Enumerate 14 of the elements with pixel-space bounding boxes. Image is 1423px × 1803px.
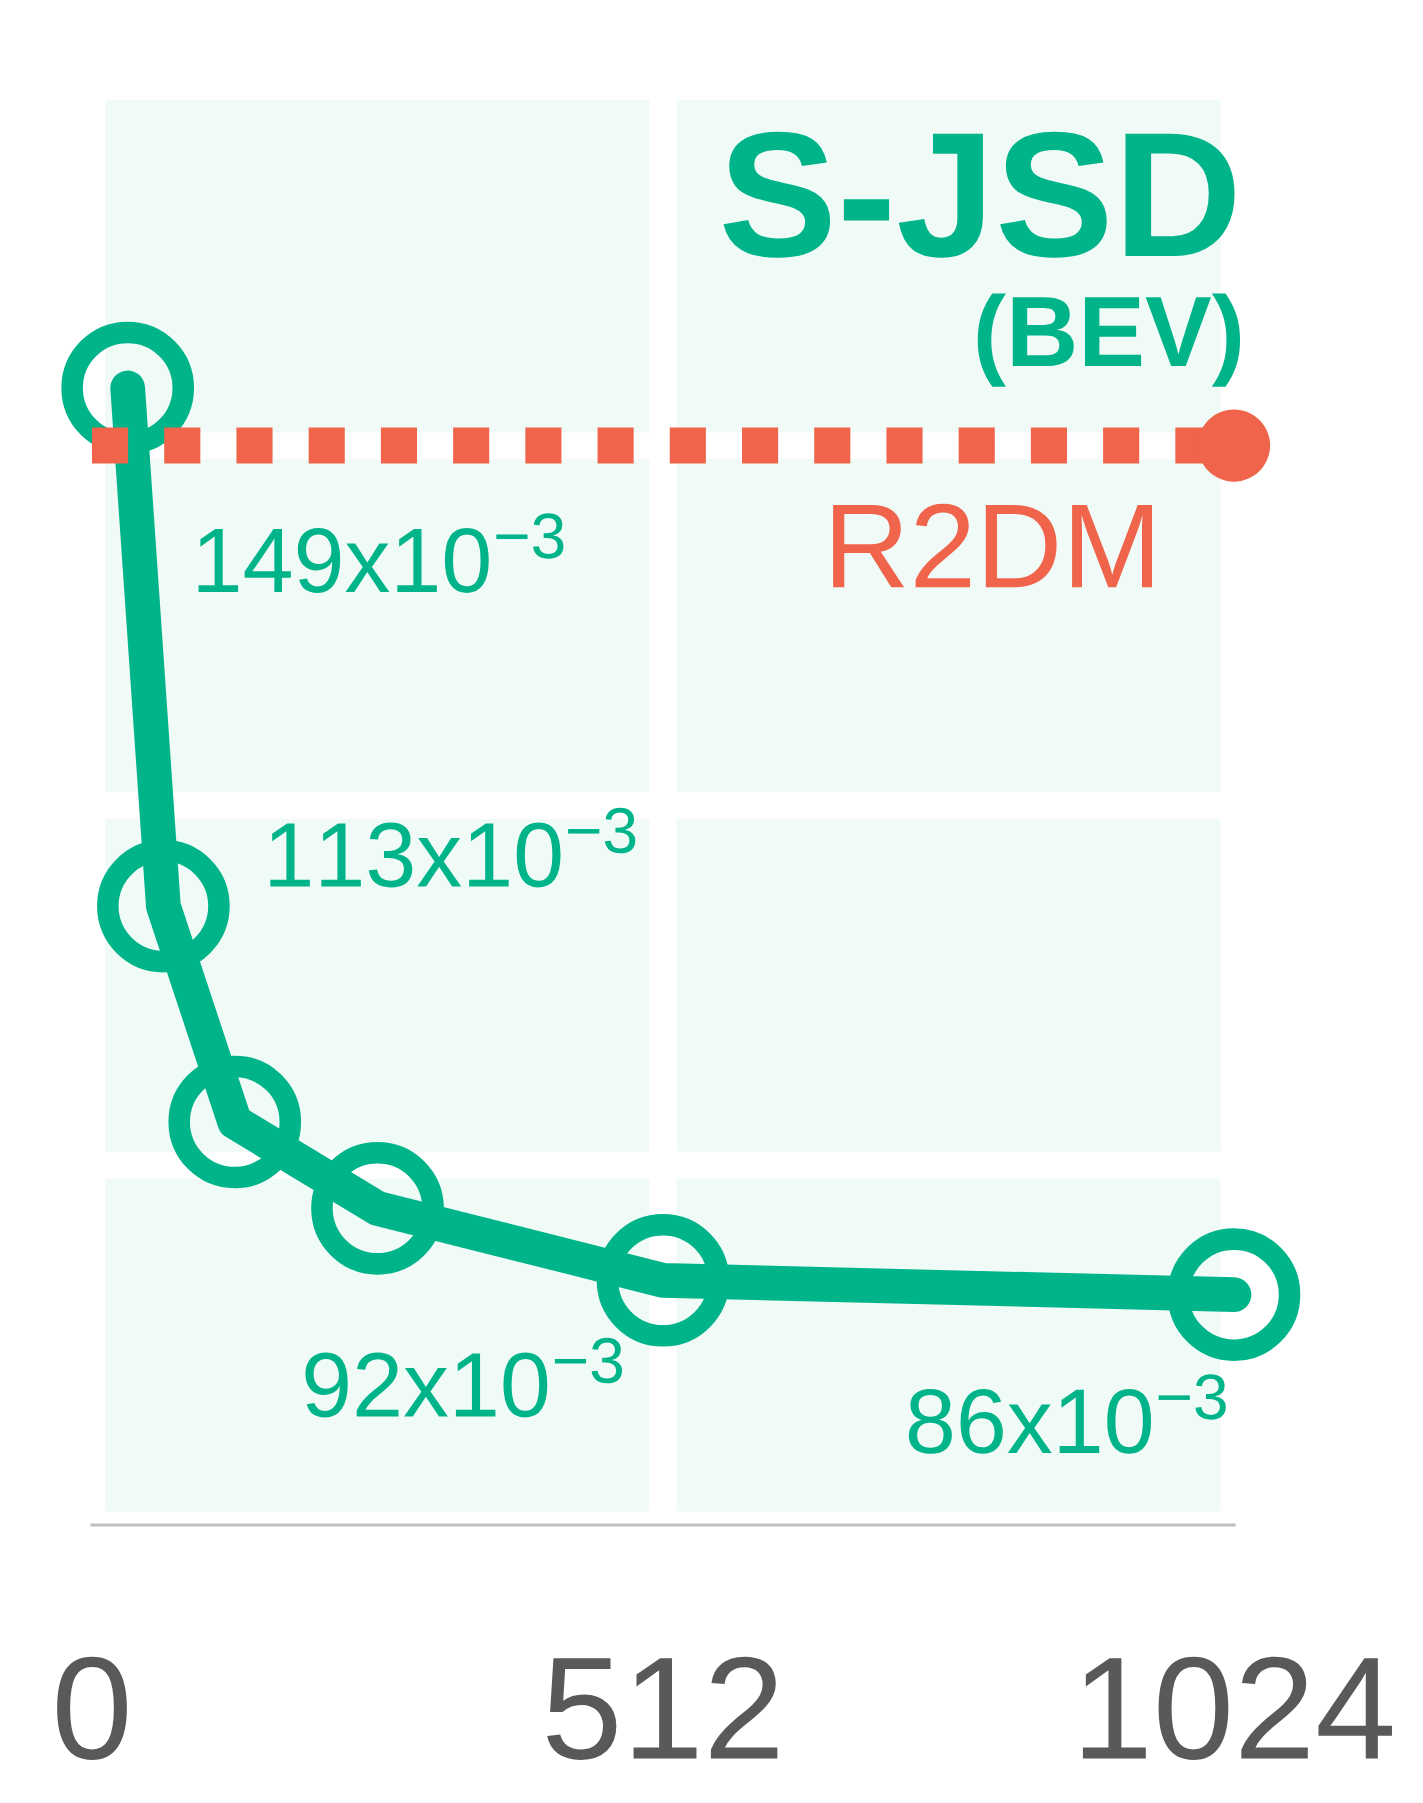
data-label: 149x10$^{−3}$	[198, 513, 564, 593]
point	[97, 839, 230, 973]
x-tick-label: 512	[547, 1656, 778, 1760]
x-tick-label: 0	[57, 1656, 127, 1760]
data-label: 113x10$^{−3}$	[270, 807, 636, 888]
point	[168, 1055, 302, 1189]
series-label: R2DM	[833, 503, 1152, 588]
x-tick-label: 1024	[1082, 1656, 1392, 1760]
chart-subtitle: (BEV)	[977, 293, 1241, 387]
chart-title: S-JSD	[723, 131, 1235, 258]
data-label: 86x10$^{−3}$	[908, 1374, 1226, 1454]
point	[311, 1142, 444, 1275]
data-label: 92x10$^{−3}$	[305, 1337, 623, 1418]
point	[1167, 1228, 1301, 1362]
